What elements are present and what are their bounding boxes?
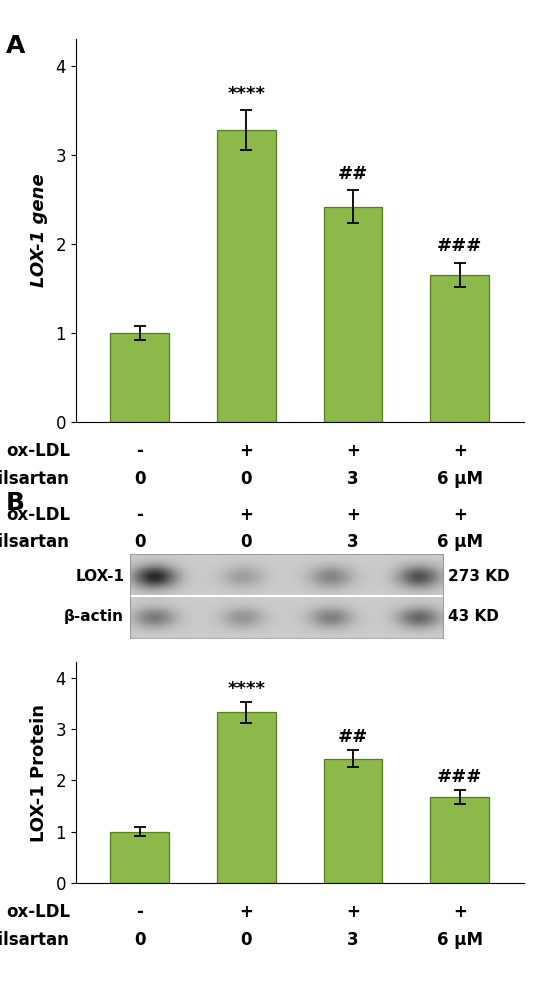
Text: 6 μM: 6 μM (437, 931, 483, 949)
Text: +: + (346, 442, 360, 460)
Text: 43 KD: 43 KD (448, 609, 499, 624)
Y-axis label: LOX-1 gene: LOX-1 gene (30, 174, 48, 287)
Text: Azilsartan: Azilsartan (0, 931, 70, 949)
Bar (110, 832, 169, 883)
Bar (323, 207, 382, 422)
Text: -: - (136, 506, 143, 524)
Text: +: + (346, 506, 360, 524)
Text: +: + (453, 506, 467, 524)
Text: +: + (239, 442, 253, 460)
Text: ****: **** (227, 85, 265, 103)
Text: 0: 0 (241, 470, 252, 488)
Text: 0: 0 (241, 931, 252, 949)
Text: ##: ## (338, 166, 368, 183)
Text: 0: 0 (134, 470, 145, 488)
Text: 3: 3 (347, 470, 359, 488)
Bar (430, 275, 489, 422)
Text: ox-LDL: ox-LDL (6, 506, 70, 524)
Text: A: A (5, 34, 25, 58)
Text: -: - (136, 904, 143, 921)
Bar (430, 798, 489, 883)
Text: +: + (346, 904, 360, 921)
Text: +: + (453, 442, 467, 460)
Text: ###: ### (437, 237, 482, 255)
Bar (323, 758, 382, 883)
Text: 3: 3 (347, 931, 359, 949)
Text: LOX-1: LOX-1 (75, 569, 124, 585)
Text: +: + (239, 904, 253, 921)
Text: ****: **** (227, 680, 265, 698)
Text: +: + (453, 904, 467, 921)
Bar (217, 130, 276, 422)
Text: β-actin: β-actin (64, 609, 124, 624)
Bar (110, 333, 169, 422)
Text: Azilsartan: Azilsartan (0, 470, 70, 488)
Text: ###: ### (437, 768, 482, 786)
Y-axis label: LOX-1 Protein: LOX-1 Protein (30, 703, 48, 842)
Text: +: + (239, 506, 253, 524)
Text: B: B (5, 490, 24, 514)
Text: Azilsartan: Azilsartan (0, 534, 70, 551)
Text: ox-LDL: ox-LDL (6, 904, 70, 921)
Text: 6 μM: 6 μM (437, 470, 483, 488)
Text: ox-LDL: ox-LDL (6, 442, 70, 460)
Text: 0: 0 (241, 534, 252, 551)
Text: ##: ## (338, 728, 368, 746)
Text: 3: 3 (347, 534, 359, 551)
Text: 0: 0 (134, 534, 145, 551)
Text: 273 KD: 273 KD (448, 569, 510, 585)
Text: 6 μM: 6 μM (437, 534, 483, 551)
Text: 0: 0 (134, 931, 145, 949)
Text: -: - (136, 442, 143, 460)
Bar (217, 712, 276, 883)
